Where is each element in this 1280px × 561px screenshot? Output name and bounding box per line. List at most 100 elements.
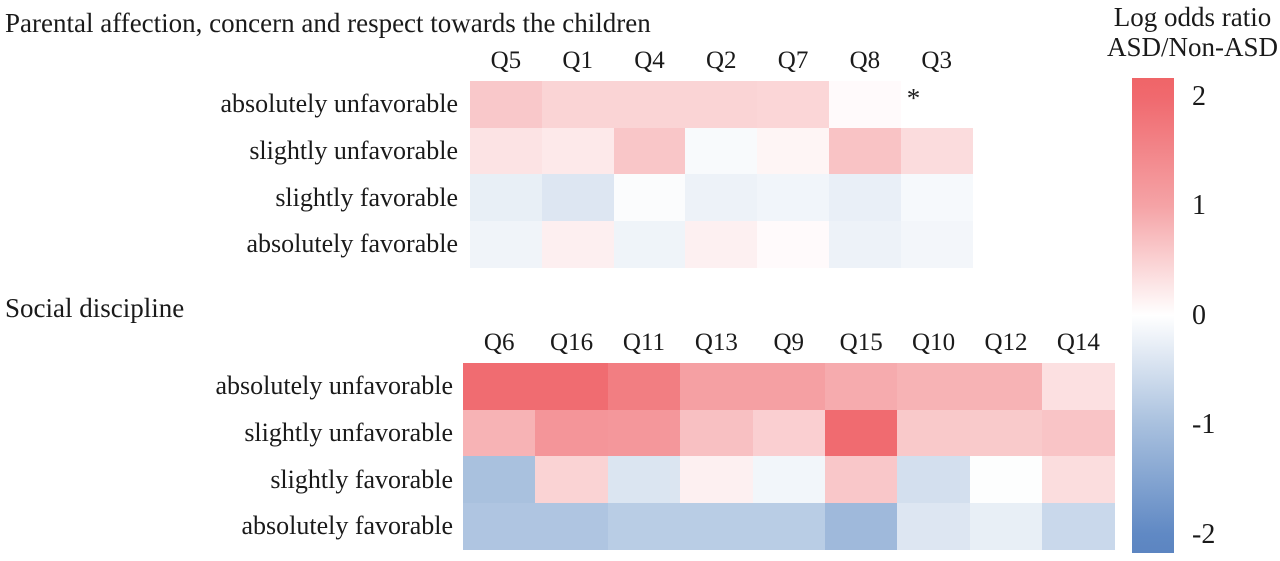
heatmap-cell (535, 409, 609, 457)
heatmap-cell (685, 221, 758, 269)
colorbar-title-line2: ASD/Non-ASD (1106, 32, 1278, 62)
heatmap-cell (535, 363, 609, 411)
heatmap-cell (463, 363, 536, 411)
colorbar-tick-label: 0 (1192, 299, 1206, 331)
column-header: Q10 (912, 329, 956, 356)
column-header: Q15 (839, 329, 883, 356)
heatmap-cell (757, 127, 830, 175)
heatmap-cell (825, 363, 898, 411)
heatmap-cell (969, 363, 1043, 411)
heatmap-cell (541, 127, 615, 175)
heatmap-cell (613, 127, 686, 175)
colorbar-title: Log odds ratio ASD/Non-ASD (1107, 2, 1278, 62)
heatmap-cell (463, 409, 536, 457)
column-header: Q4 (634, 47, 665, 74)
column-header: Q9 (773, 329, 805, 356)
row-label: slightly favorable (270, 464, 453, 494)
column-header: Q1 (562, 47, 593, 74)
heatmap-cell (825, 409, 898, 457)
heatmap-cell (900, 221, 974, 269)
heatmap-cell (1042, 456, 1116, 504)
heatmap-cell (607, 503, 681, 551)
colorbar-title-line1: Log odds ratio (1113, 2, 1272, 32)
heatmap-cell (757, 221, 830, 269)
heatmap-cell (680, 456, 754, 504)
colorbar-gradient (1132, 78, 1174, 553)
heatmap-cell (607, 363, 681, 411)
heatmap-cell (969, 409, 1043, 457)
heatmap-cell (680, 503, 754, 551)
heatmap-cell (829, 81, 902, 129)
heatmap-cell (1042, 363, 1116, 411)
row-label: slightly unfavorable (249, 136, 458, 166)
colorbar-tick-label: -1 (1192, 409, 1216, 440)
heatmap-cell (680, 363, 754, 411)
section2-title: Social discipline (5, 293, 185, 323)
row-label: absolutely unfavorable (215, 371, 453, 401)
colorbar-tick-label: 1 (1192, 190, 1206, 221)
heatmap-cell (752, 503, 826, 551)
column-header: Q16 (550, 329, 594, 356)
heatmap-cell (757, 174, 830, 222)
significance-asterisk: * (906, 83, 921, 113)
heatmap-cell (752, 363, 826, 411)
heatmap-cell (685, 174, 758, 222)
heatmap-cell (613, 221, 686, 269)
heatmap-cell (752, 456, 826, 504)
heatmap-cell (613, 174, 686, 222)
heatmap-cell (463, 456, 536, 504)
heatmap-cell (470, 221, 543, 269)
column-header: Q11 (622, 329, 666, 356)
column-header: Q14 (1056, 329, 1100, 356)
heatmap-cell (535, 456, 609, 504)
column-header: Q3 (921, 47, 952, 74)
heatmap-cell (829, 174, 902, 222)
heatmap-cell (541, 81, 615, 129)
heatmap-cell (897, 363, 971, 411)
column-header: Q5 (490, 47, 522, 74)
heatmap-cell (829, 221, 902, 269)
heatmap-cell (757, 81, 830, 129)
column-header: Q7 (777, 47, 809, 74)
heatmap-cell (1042, 503, 1116, 551)
heatmap-cell (752, 409, 826, 457)
heatmap-cell (607, 409, 681, 457)
row-label: slightly unfavorable (244, 418, 453, 448)
heatmap-cell (825, 456, 898, 504)
colorbar-tick-label: 2 (1192, 80, 1206, 112)
heatmap-cell (897, 456, 971, 504)
column-header: Q8 (849, 47, 881, 74)
column-header: Q13 (694, 329, 738, 356)
heatmap-cell (969, 503, 1043, 551)
row-label: absolutely favorable (241, 511, 453, 541)
heatmap-cell (470, 174, 543, 222)
section1-title: Parental affection, concern and respect … (5, 8, 651, 38)
heatmap-cell (535, 503, 609, 551)
heatmap-cell (969, 456, 1043, 504)
heatmap-cell (900, 174, 974, 222)
heatmap-cell (1042, 409, 1116, 457)
heatmap-cell (900, 127, 974, 175)
row-label: absolutely unfavorable (220, 89, 458, 119)
heatmap-cell (613, 81, 686, 129)
row-label: absolutely favorable (246, 229, 458, 259)
heatmap-cell (685, 81, 758, 129)
row-label: slightly favorable (275, 182, 458, 212)
column-header: Q12 (984, 329, 1028, 356)
column-header: Q6 (483, 329, 515, 356)
heatmap-cell (541, 221, 615, 269)
heatmap-cell (607, 456, 681, 504)
heatmap-cell (470, 81, 543, 129)
heatmap-cell (685, 127, 758, 175)
heatmap-cell (463, 503, 536, 551)
heatmap-cell (900, 81, 974, 129)
heatmap-cell (897, 503, 971, 551)
column-header: Q2 (706, 47, 737, 74)
heatmap-cell (680, 409, 754, 457)
heatmap-cell (897, 409, 971, 457)
heatmap-cell (825, 503, 898, 551)
heatmap-cell (829, 127, 902, 175)
colorbar-tick-label: -2 (1192, 518, 1216, 550)
heatmap-cell (541, 174, 615, 222)
